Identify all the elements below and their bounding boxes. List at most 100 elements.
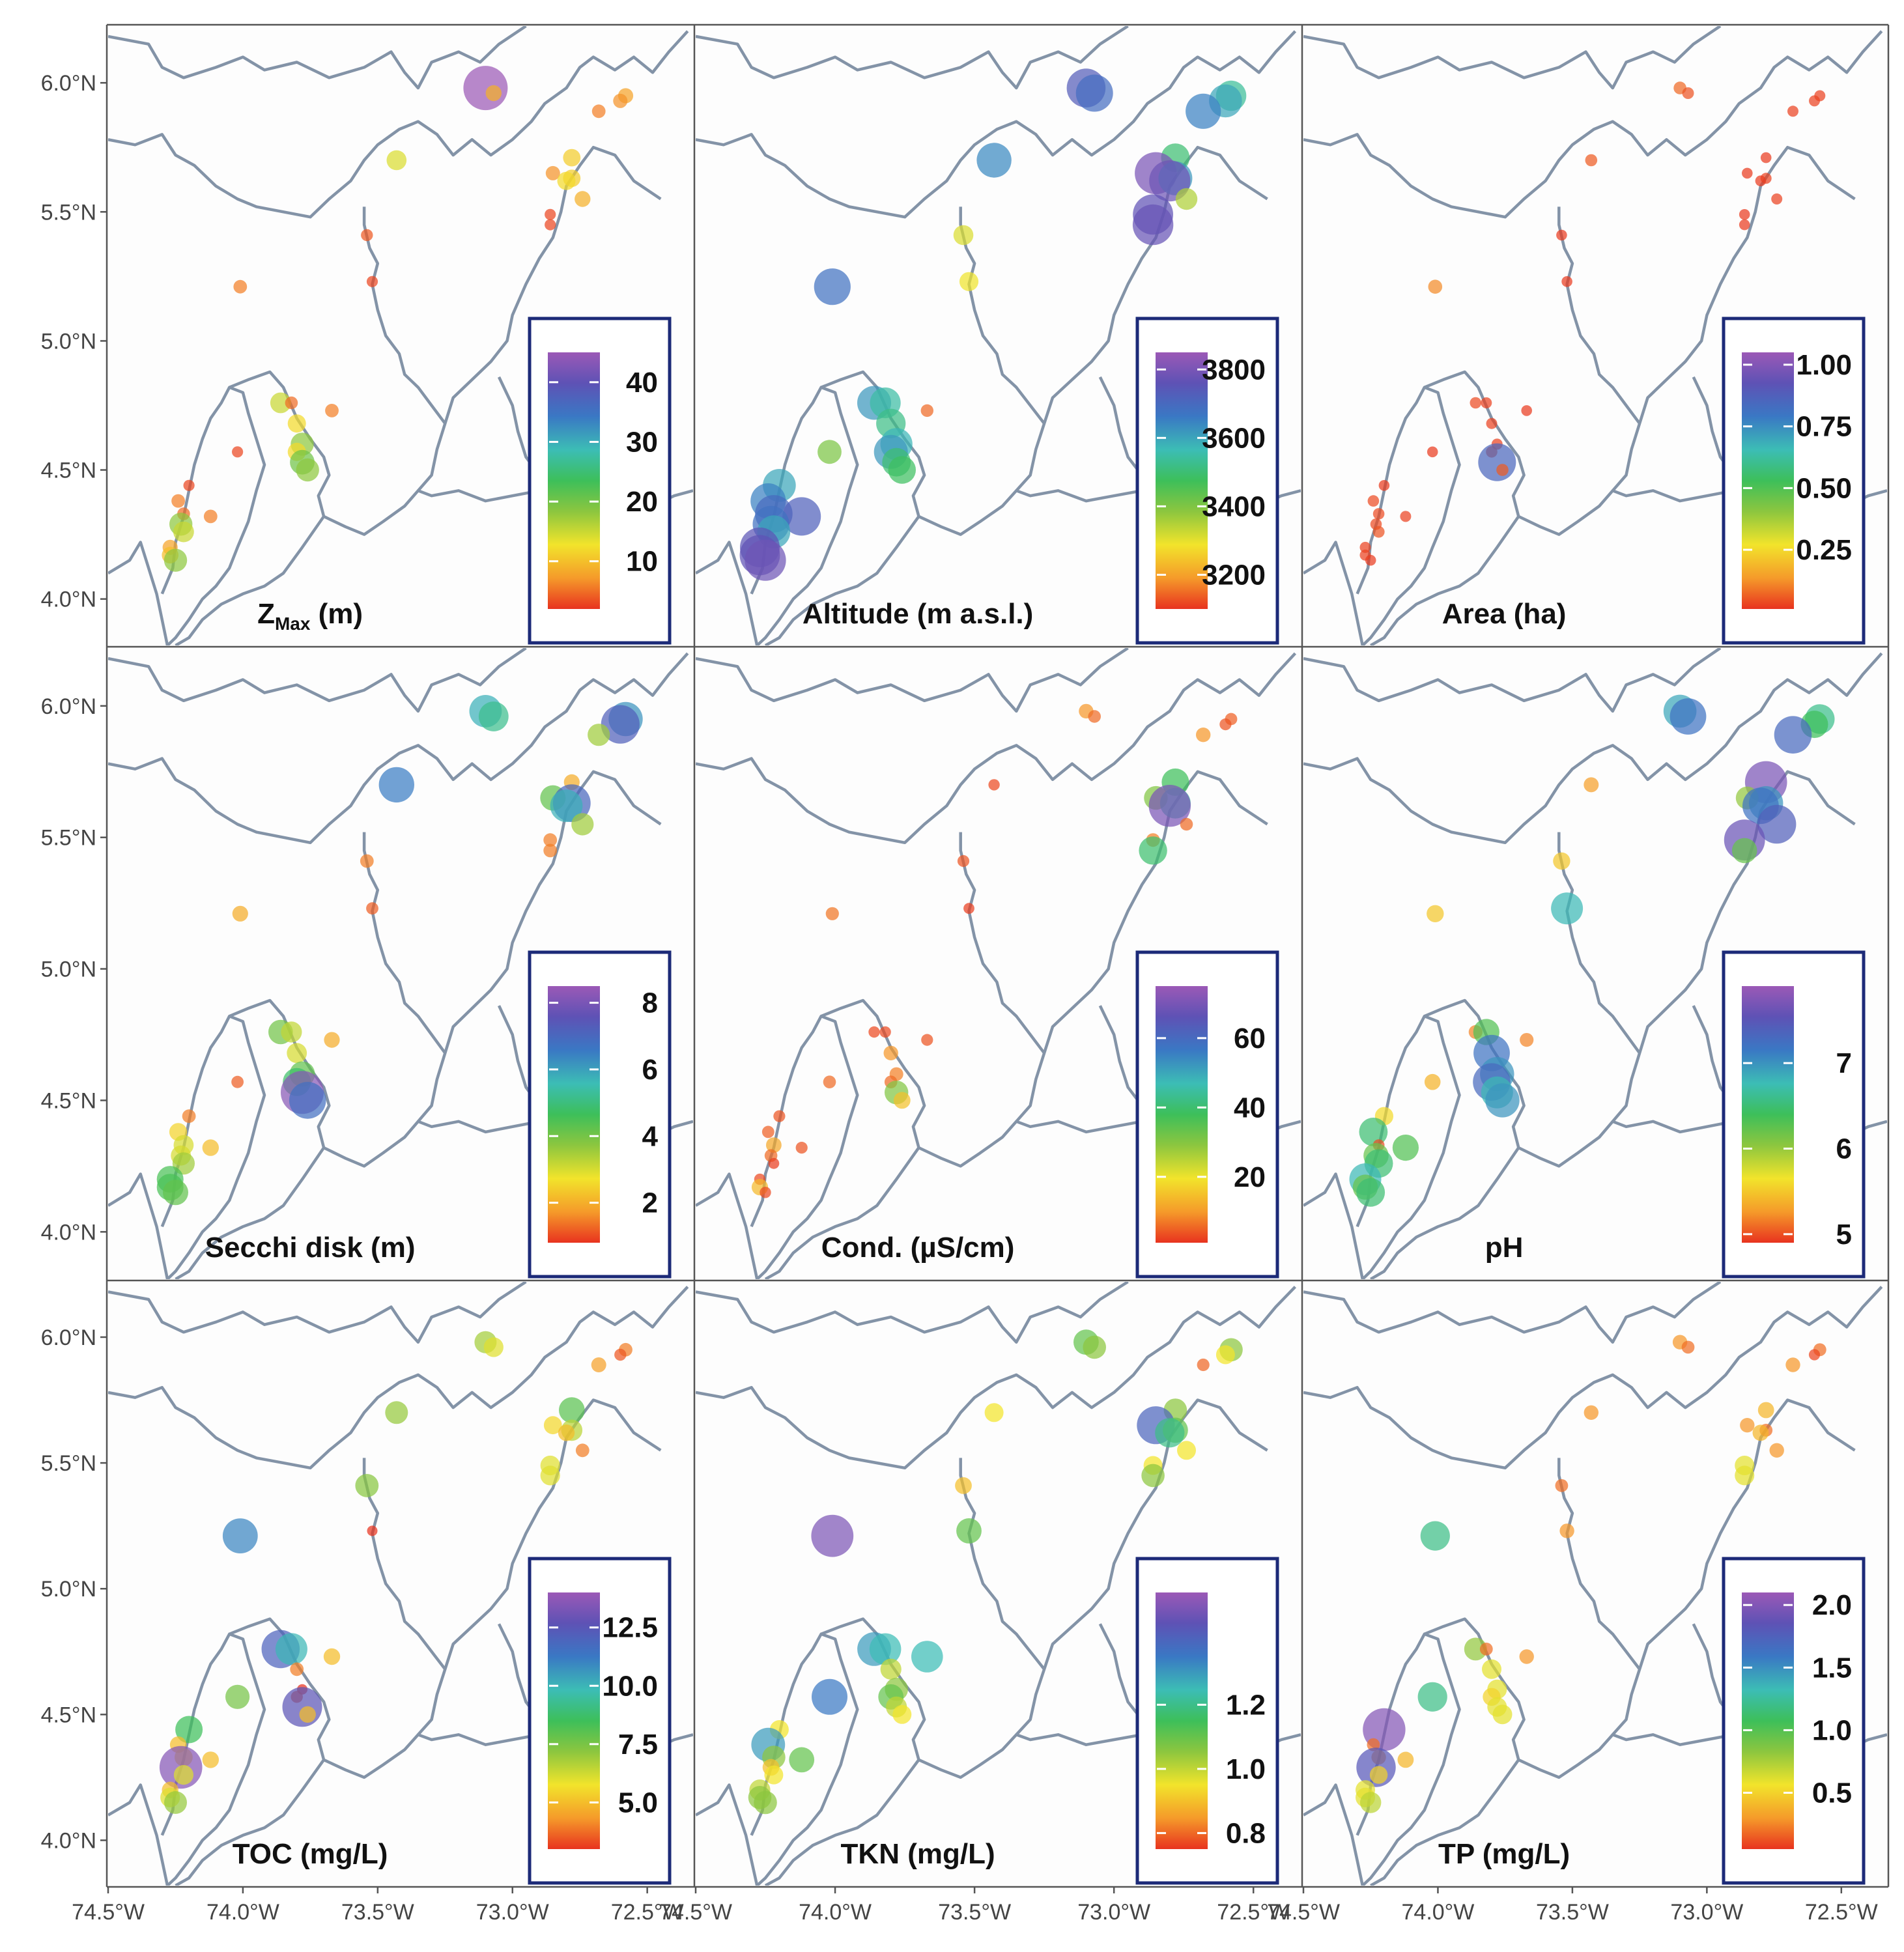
lat-tick-label: 6.0°N [41,694,96,719]
lake-point [1739,219,1750,231]
lake-point [1420,1521,1450,1551]
lake-point [1369,1766,1388,1784]
lake-point [754,1790,777,1815]
lake-point [1742,167,1753,179]
lake-point [782,497,821,536]
lake-point [1585,154,1598,167]
lake-point [202,1139,219,1156]
lake-point [1740,1418,1755,1433]
lake-point [1760,152,1772,163]
lake-point [281,1021,302,1043]
lake-point [1496,464,1509,476]
lake-point [575,191,591,207]
department-border [108,1783,169,1886]
lake-point [1180,817,1193,831]
lake-point [768,1157,780,1169]
department-border [959,832,1045,1054]
department-border [108,1172,169,1279]
lake-point [540,1465,560,1486]
lake-point [893,1092,911,1109]
lake-point [483,1337,504,1357]
legend-colorbar [1742,1592,1794,1849]
department-border [108,541,169,645]
lake-point [956,1518,982,1544]
department-border [108,652,689,845]
department-border [1303,26,1722,90]
lon-tick-label: 74.0°W [799,1900,872,1925]
lake-point [545,165,560,180]
lake-point [1808,1349,1821,1361]
lake-point [1752,1424,1769,1441]
legend-colorbar [548,986,600,1243]
legend-tick-label: 60 [1234,1023,1266,1054]
legend-tick-label: 40 [1234,1092,1266,1124]
panel-title-main: Z [257,598,275,630]
lat-tick-label: 6.0°N [41,71,96,96]
lake-point [1219,718,1232,731]
lake-point [378,767,414,803]
lake-point [299,1706,316,1723]
lake-point [1785,1357,1800,1372]
department-border [1356,386,1461,645]
lake-point [591,104,606,119]
department-border [696,1282,1129,1344]
color-legend: 40 30 20 10 [528,317,672,645]
panel-title: ZMax (m) [257,598,363,634]
lake-point [789,1747,815,1773]
lake-point [222,1518,258,1554]
lake-point [1682,87,1694,99]
lake-point [959,272,979,291]
lat-tick-label: 5.5°N [41,826,96,851]
lake-point [957,855,970,868]
legend-tick-label: 1.5 [1812,1652,1852,1684]
lake-point [817,440,842,464]
panel-map-area [1303,26,1887,645]
lake-point [1417,1682,1447,1712]
department-border [1370,1759,1520,1886]
legend-tick-label: 1.0 [1812,1714,1852,1746]
lake-point [1757,804,1797,844]
lake-point [1787,106,1798,117]
lake-point [290,1662,304,1676]
department-border [1370,1146,1520,1279]
lake-point [1521,405,1532,416]
department-border [696,1783,759,1886]
department-border [696,26,1129,90]
lake-point [1553,852,1570,870]
lake-point [869,1633,902,1665]
lake-point [920,404,934,417]
panel-title-subscript: Max [275,614,311,634]
legend-tick-label: 30 [626,426,658,458]
lake-point [287,414,306,433]
lon-tick-label: 74.0°W [206,1900,279,1925]
legend-tick-label: 4 [642,1120,659,1152]
panel-map-area [108,1282,693,1886]
panel-map-area [696,1282,1301,1886]
legend-colorbar [1156,986,1208,1243]
lake-point [231,1075,244,1088]
lake-point [366,276,378,287]
lake-point [1755,175,1767,187]
lat-tick-label: 4.0°N [41,1220,96,1245]
legend-tick-label: 7 [1836,1047,1852,1079]
legend-tick-label: 20 [626,486,658,518]
lake-point [173,521,194,543]
department-border [175,515,325,645]
department-border [108,1282,527,1344]
department-border [764,1146,920,1279]
lake-point [323,1648,341,1665]
map-panel-zmax: 40 30 20 10 ZMax (m) [108,26,693,645]
lake-point [183,479,195,491]
lake-point [921,1034,933,1046]
lake-point [1400,511,1412,522]
legend-tick-label: 6 [642,1054,658,1086]
panel-title-unit: (m) [310,598,363,630]
lake-point [485,85,502,102]
lake-point [1428,279,1443,294]
lake-point [823,1075,836,1088]
department-border [108,30,689,219]
lake-point [1356,1178,1385,1207]
lake-point [766,1137,782,1153]
color-legend: 1.00 0.75 0.50 0.25 [1722,317,1866,645]
